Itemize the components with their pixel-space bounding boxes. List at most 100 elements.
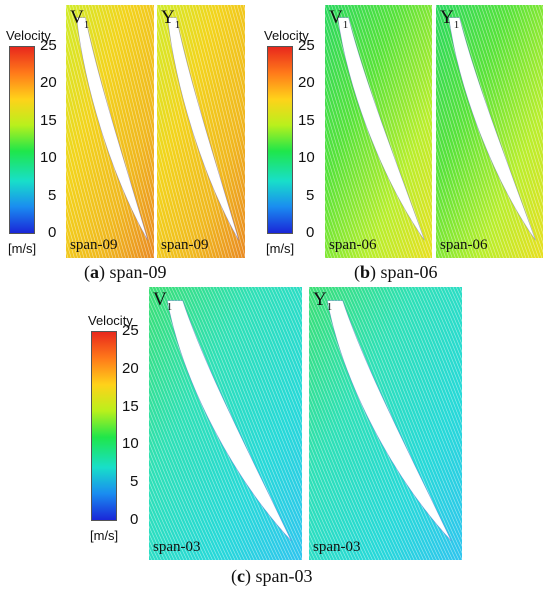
streamline	[325, 83, 380, 258]
streamline	[244, 287, 302, 426]
streamline	[149, 384, 223, 560]
streamline	[231, 287, 302, 458]
streamline	[502, 5, 543, 134]
streamline	[309, 503, 335, 560]
streamline	[157, 115, 195, 258]
streamline	[309, 392, 380, 560]
streamline	[100, 5, 154, 213]
streamline	[149, 518, 169, 560]
streamline	[260, 287, 302, 385]
streamline	[267, 287, 302, 369]
legend-tick: 10	[298, 149, 315, 166]
streamline	[276, 287, 302, 346]
streamline	[309, 345, 399, 560]
streamline	[309, 368, 389, 560]
streamline	[199, 287, 302, 533]
streamline	[499, 5, 543, 145]
streamline	[179, 5, 245, 258]
legend-tick: 25	[40, 37, 57, 54]
caption-tag: b	[360, 262, 371, 282]
streamline	[325, 62, 387, 258]
streamline	[493, 5, 543, 166]
streamline	[263, 287, 302, 377]
streamline	[157, 101, 198, 258]
streamline	[309, 480, 345, 560]
streamline	[414, 287, 462, 402]
streamline	[382, 287, 462, 482]
streamline	[149, 314, 252, 560]
streamline	[116, 5, 154, 151]
streamline	[385, 287, 462, 474]
caption-text: span-06	[376, 262, 438, 282]
streamline	[196, 287, 302, 540]
streamline	[436, 148, 472, 258]
streamline	[436, 209, 453, 258]
caption-tag: a	[90, 262, 99, 282]
streamline	[309, 488, 341, 560]
streamline	[279, 287, 302, 338]
streamline	[325, 22, 400, 258]
streamline	[66, 15, 130, 258]
streamline	[366, 287, 462, 519]
streamline	[309, 360, 393, 560]
streamline	[149, 329, 245, 560]
streamline	[309, 433, 364, 560]
streamline	[353, 5, 432, 254]
position-letter: V	[153, 289, 167, 310]
streamline	[309, 518, 329, 560]
caption-text: span-03	[251, 566, 313, 586]
streamline	[233, 5, 245, 48]
streamline	[486, 5, 543, 186]
streamline	[230, 5, 245, 60]
legend-tick: 15	[298, 112, 315, 129]
position-subscript: 1	[342, 18, 349, 31]
streamline	[490, 5, 543, 176]
streamline	[157, 216, 169, 258]
streamline	[353, 287, 462, 547]
streamline	[142, 5, 154, 48]
streamline	[149, 417, 210, 560]
streamline	[157, 38, 214, 258]
streamline	[325, 105, 374, 258]
streamline	[477, 5, 543, 216]
streamline	[420, 287, 462, 385]
streamline	[436, 62, 498, 258]
streamline	[66, 26, 126, 258]
streamline	[407, 287, 462, 418]
streamline	[214, 5, 245, 125]
legend-tick: 15	[40, 112, 57, 129]
streamline	[439, 287, 462, 338]
streamline	[309, 417, 370, 560]
span-label: span-09	[70, 237, 118, 253]
streamline	[436, 115, 482, 258]
streamline	[464, 5, 543, 254]
streamline	[283, 287, 302, 330]
blade-wake-region	[326, 300, 452, 542]
streamline	[110, 5, 154, 176]
streamline	[149, 441, 201, 560]
streamline	[149, 360, 233, 560]
streamline	[369, 287, 462, 512]
streamline	[363, 5, 432, 226]
streamline	[149, 503, 175, 560]
streamline	[309, 496, 338, 560]
streamline	[325, 94, 377, 258]
streamline-plot	[309, 287, 462, 560]
streamline	[149, 409, 213, 560]
streamline	[385, 5, 432, 155]
legend-tick: 0	[130, 511, 139, 528]
legend-tick: 25	[122, 322, 139, 339]
streamline	[309, 449, 357, 560]
streamline	[401, 5, 432, 102]
streamline	[107, 5, 154, 189]
streamline	[270, 287, 302, 361]
streamline	[120, 5, 154, 138]
position-label: Y1	[440, 7, 459, 31]
streamline	[525, 5, 543, 59]
streamline	[149, 480, 185, 560]
position-letter: Y	[440, 7, 454, 28]
streamline	[395, 287, 462, 450]
legend-colorbar	[9, 46, 35, 234]
streamline	[149, 287, 265, 560]
streamline	[436, 179, 463, 258]
